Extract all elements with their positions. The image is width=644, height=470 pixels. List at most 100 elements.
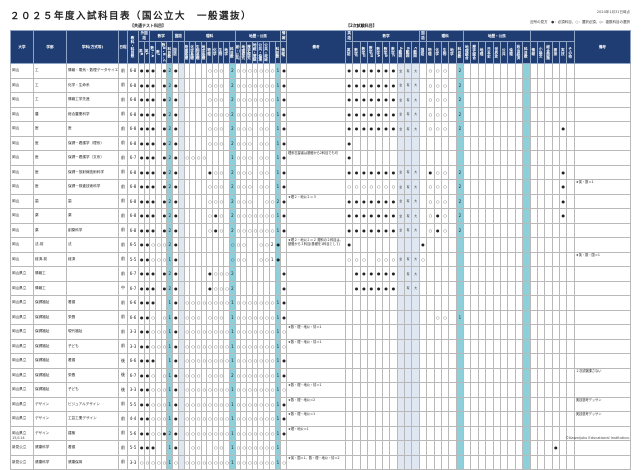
second-mark-cell <box>463 353 472 369</box>
second-mark-cell: ○ <box>344 179 354 195</box>
common-remarks-cell <box>286 179 346 195</box>
common-subject-header: 化学基礎 <box>189 41 196 64</box>
second-mark-cell <box>463 411 472 427</box>
second-mark-cell <box>499 135 509 151</box>
second-mark-cell <box>455 353 465 369</box>
common-subject-header: 数II・B・C <box>160 41 168 64</box>
second-mark-cell <box>499 411 509 427</box>
common-group-header: 理科 <box>183 30 236 42</box>
second-remarks-cell: ★英・数・国＝1 <box>573 251 631 267</box>
second-mark-cell: 有 <box>403 179 413 195</box>
table-row: 岡山医保健－看護学（文系）前 6-7 ● ● ● ● 2 ● ○ ○ ○ ○ 1 ○ ○ ○ ○ ○ 1 ● 理系志望者… <box>10 150 631 166</box>
second-mark-cell <box>536 353 546 369</box>
second-mark-cell <box>514 324 524 340</box>
second-mark-cell <box>551 396 561 412</box>
second-mark-cell <box>381 309 391 325</box>
header-label: 教科・科目数 <box>131 35 135 58</box>
second-mark-cell <box>403 295 413 311</box>
second-mark-cell: ● <box>374 222 383 238</box>
second-mark-cell <box>396 353 406 369</box>
common-group-header: 国語 <box>172 30 185 42</box>
faculty-cell: 健康科学 <box>33 440 67 456</box>
header-department: 学科(方式等) <box>66 30 119 64</box>
schedule-cell: 前 <box>118 324 128 340</box>
second-mark-cell <box>529 135 538 151</box>
second-mark-cell <box>559 135 568 151</box>
second-mark-cell <box>485 222 494 238</box>
subjects-table: 大学 学部 学科(方式等) 日程 教科・科目数 外国語 数学 国語 理科 地歴・公民 情報 備考 英語数… <box>10 30 631 470</box>
second-mark-cell <box>514 208 524 224</box>
second-mark-cell <box>359 150 369 166</box>
university-cell: 岡山 <box>10 193 34 209</box>
second-mark-cell <box>359 396 369 412</box>
second-mark-cell <box>477 164 487 180</box>
as-of-date: 2024年1月31日時点 <box>596 10 630 14</box>
second-mark-cell <box>374 324 383 340</box>
second-mark-cell: ● <box>359 266 369 282</box>
second-mark-cell: ● <box>381 63 391 79</box>
second-mark-cell <box>499 280 509 296</box>
second-mark-cell <box>485 280 494 296</box>
common-mark-cell: ○ <box>263 179 270 195</box>
second-mark-cell: ○ <box>426 77 435 93</box>
second-mark-cell <box>514 454 524 470</box>
second-mark-cell: 大 <box>411 193 420 209</box>
second-mark-cell <box>403 396 413 412</box>
second-mark-cell <box>507 309 516 325</box>
second-mark-cell <box>426 280 435 296</box>
second-mark-cell <box>544 454 553 470</box>
second-mark-cell <box>551 367 561 383</box>
second-mark-cell: ● <box>367 77 376 93</box>
common-mark-cell <box>251 135 259 151</box>
second-mark-cell: 有 <box>403 208 413 224</box>
second-mark-cell <box>477 338 487 354</box>
second-mark-cell <box>499 295 509 311</box>
second-mark-cell <box>544 353 553 369</box>
second-mark-cell <box>522 353 531 369</box>
faculty-cell: 農 <box>33 106 67 122</box>
second-subject-header: C範囲 <box>411 41 420 64</box>
second-mark-cell <box>418 324 428 340</box>
second-mark-cell <box>470 280 479 296</box>
common-remarks-cell <box>286 295 346 311</box>
second-mark-cell: 全 <box>396 208 406 224</box>
second-mark-cell <box>470 92 479 108</box>
second-mark-cell <box>359 382 369 398</box>
second-mark-cell <box>492 382 501 398</box>
second-mark-cell <box>389 367 398 383</box>
second-mark-cell <box>566 193 575 209</box>
second-mark-cell: ● <box>389 92 398 108</box>
second-mark-cell <box>499 106 509 122</box>
second-mark-cell <box>485 164 494 180</box>
second-mark-cell <box>433 411 442 427</box>
second-mark-cell <box>367 237 376 253</box>
second-mark-cell <box>374 309 383 325</box>
second-mark-cell <box>499 63 509 79</box>
table-row: 岡山県立 デザイン 工芸工業デザイン前 4-4 ● ● ○ ○ ○ 1 ● ○ ○ ○ ○ ○ ○ ○ ○ 1 ○ ○ ○ ○… <box>10 411 631 427</box>
second-mark-cell: ○ <box>440 92 450 108</box>
second-mark-cell <box>381 237 391 253</box>
second-mark-cell <box>529 150 538 166</box>
second-mark-cell <box>485 425 494 441</box>
second-mark-cell: ● <box>344 106 354 122</box>
university-cell: 岡山県立 <box>10 280 34 296</box>
table-row: 岡山薬薬前 6-8 ● ● ● ● 2 ● ○ ● ○ 2 ○ ○ ○ ○ ○ ○ ○ 1 ● ● ● ● ● ● ● ● 全有大 ○ ● ○… <box>10 208 631 224</box>
subject-count-cell: 6-8 <box>127 222 139 238</box>
second-mark-cell: ○ <box>426 179 435 195</box>
second-mark-cell: ● <box>559 208 568 224</box>
second-mark-cell <box>389 396 398 412</box>
subject-count-cell: 6-6 <box>127 353 139 369</box>
second-mark-cell <box>551 251 561 267</box>
common-remarks-cell <box>286 106 346 122</box>
second-mark-cell: 2 <box>455 106 465 122</box>
header-label: 地理探究 <box>241 44 246 60</box>
subject-count-cell: 6-6 <box>127 295 139 311</box>
second-remarks-cell <box>573 77 631 93</box>
header-label: 数II・B・C <box>162 42 167 62</box>
common-remarks-cell <box>286 266 346 282</box>
second-mark-cell <box>433 382 442 398</box>
second-mark-cell: 全 <box>396 121 406 137</box>
table-row: 岡山県立 保健福祉 子ども前 3-3 ● ● ○ ○ ○ 1 ● ○ ○ ○ ○ ○ ○ ○ ○ 1 ○ ○ ○ ○ ○ ○ ○ 1 ○… <box>10 338 631 354</box>
second-mark-cell <box>544 222 553 238</box>
second-mark-cell <box>374 382 383 398</box>
